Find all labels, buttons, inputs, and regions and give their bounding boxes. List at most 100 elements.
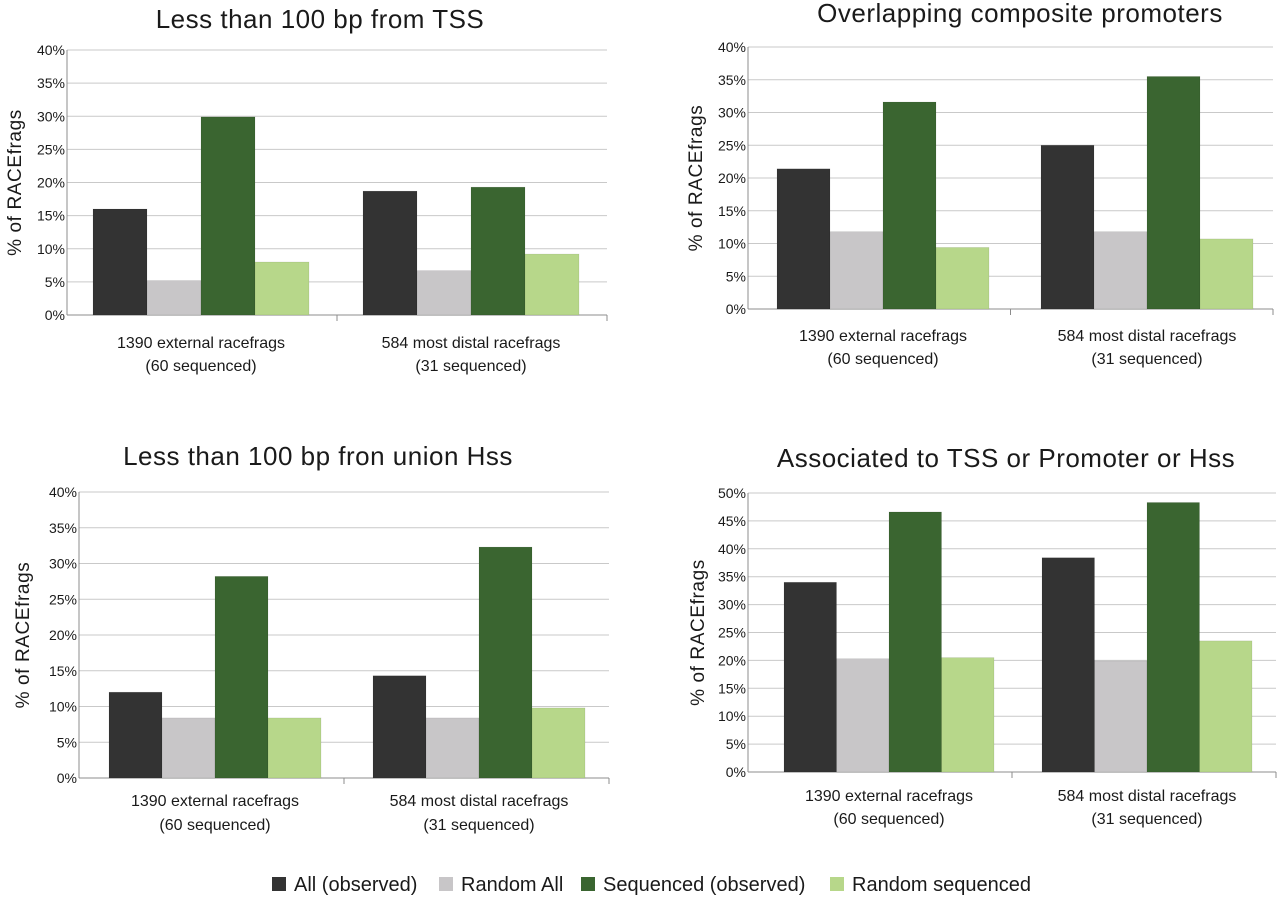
y-axis-label: % of RACEfrags bbox=[5, 109, 26, 256]
y-tick-label: 30% bbox=[49, 556, 77, 572]
y-axis-label: % of RACEfrags bbox=[688, 559, 709, 706]
bar-all-observed bbox=[1041, 557, 1095, 773]
y-tick-label: 35% bbox=[37, 75, 65, 91]
bar-sequenced-observed bbox=[888, 511, 942, 773]
bar-all-observed bbox=[776, 168, 831, 310]
category-sublabel: (60 sequenced) bbox=[145, 358, 256, 375]
y-tick-label: 40% bbox=[49, 484, 77, 500]
category-label: 1390 external racefrags bbox=[805, 788, 973, 805]
category-label: 584 most distal racefrags bbox=[1058, 788, 1237, 805]
category-sublabel: (60 sequenced) bbox=[159, 817, 270, 834]
bar-random-all bbox=[1093, 231, 1148, 310]
bar-random-all bbox=[146, 280, 202, 316]
bar-all-observed bbox=[92, 208, 148, 316]
bar-sequenced-observed bbox=[882, 101, 937, 310]
chart-less-than-100bp-fron-union-hss: 0% 5% 10% 15% 20% 25% 30% 35% 40% 1390 external r… bbox=[13, 441, 610, 834]
y-tick-label: 5% bbox=[726, 268, 746, 284]
bar-all-observed bbox=[362, 190, 418, 316]
bar-random-all bbox=[829, 231, 884, 310]
y-tick-label: 5% bbox=[57, 734, 77, 750]
bar-random-sequenced bbox=[935, 247, 990, 310]
category-sublabel: (31 sequenced) bbox=[423, 817, 534, 834]
y-tick-label: 30% bbox=[718, 597, 746, 613]
y-tick-label: 15% bbox=[718, 203, 746, 219]
y-tick-label: 10% bbox=[718, 708, 746, 724]
legend-label: All (observed) bbox=[294, 874, 417, 896]
y-tick-label: 25% bbox=[37, 141, 65, 157]
bar-sequenced-observed bbox=[1146, 502, 1200, 773]
y-tick-label: 15% bbox=[718, 680, 746, 696]
y-tick-label: 20% bbox=[718, 170, 746, 186]
legend-label: Sequenced (observed) bbox=[603, 874, 805, 896]
chart-title: Less than 100 bp fron union Hss bbox=[123, 441, 513, 471]
category-label: 584 most distal racefrags bbox=[382, 335, 561, 352]
bar-sequenced-observed bbox=[200, 116, 256, 316]
category-sublabel: (60 sequenced) bbox=[827, 351, 938, 368]
bar-sequenced-observed bbox=[470, 186, 526, 316]
chart-title: Overlapping composite promoters bbox=[817, 0, 1223, 28]
y-tick-label: 25% bbox=[718, 625, 746, 641]
y-tick-label: 40% bbox=[718, 541, 746, 557]
bar-random-sequenced bbox=[531, 707, 586, 779]
bar-all-observed bbox=[372, 675, 427, 779]
bar-sequenced-observed bbox=[214, 576, 269, 779]
y-tick-label: 40% bbox=[718, 39, 746, 55]
y-tick-label: 35% bbox=[718, 569, 746, 585]
legend: All (observed) Random All Sequenced (obser… bbox=[272, 874, 1031, 896]
y-tick-label: 10% bbox=[49, 699, 77, 715]
bar-random-sequenced bbox=[267, 717, 322, 779]
y-axis-label: % of RACEfrags bbox=[13, 562, 34, 709]
category-sublabel: (31 sequenced) bbox=[415, 358, 526, 375]
y-tick-label: 30% bbox=[718, 105, 746, 121]
chart-associated-to-tss-promoter-hss: 0% 5% 10% 15% 20% 25% 30% 35% 40% 45% 50% 1390 exte… bbox=[688, 443, 1277, 828]
legend-swatch-random-sequenced bbox=[830, 877, 844, 891]
bar-random-sequenced bbox=[254, 261, 310, 316]
y-tick-label: 20% bbox=[718, 652, 746, 668]
y-tick-label: 25% bbox=[49, 591, 77, 607]
bar-random-all bbox=[416, 270, 472, 316]
category-label: 584 most distal racefrags bbox=[390, 793, 569, 810]
y-tick-label: 10% bbox=[718, 236, 746, 252]
category-sublabel: (31 sequenced) bbox=[1091, 351, 1202, 368]
legend-swatch-sequenced-observed bbox=[581, 877, 595, 891]
y-tick-label: 10% bbox=[37, 241, 65, 257]
y-tick-label: 40% bbox=[37, 42, 65, 58]
y-tick-label: 25% bbox=[718, 137, 746, 153]
y-tick-label: 50% bbox=[718, 485, 746, 501]
bar-sequenced-observed bbox=[1146, 76, 1201, 310]
y-tick-label: 35% bbox=[718, 72, 746, 88]
y-tick-label: 5% bbox=[45, 274, 65, 290]
y-tick-label: 15% bbox=[37, 208, 65, 224]
legend-swatch-all-observed bbox=[272, 877, 286, 891]
legend-label: Random sequenced bbox=[852, 874, 1031, 896]
category-label: 1390 external racefrags bbox=[799, 328, 967, 345]
y-tick-label: 0% bbox=[57, 770, 77, 786]
category-label: 1390 external racefrags bbox=[131, 793, 299, 810]
bar-all-observed bbox=[1040, 144, 1095, 310]
bar-random-all bbox=[836, 658, 890, 773]
y-tick-label: 20% bbox=[37, 175, 65, 191]
bar-random-sequenced bbox=[1199, 640, 1253, 773]
legend-label: Random All bbox=[461, 874, 563, 896]
chart-overlapping-composite-promoters: 0% 5% 10% 15% 20% 25% 30% 35% 40% 1390 external r… bbox=[686, 0, 1274, 368]
y-tick-label: 5% bbox=[726, 736, 746, 752]
category-label: 1390 external racefrags bbox=[117, 335, 285, 352]
y-tick-label: 35% bbox=[49, 520, 77, 536]
y-tick-label: 20% bbox=[49, 627, 77, 643]
bar-all-observed bbox=[108, 691, 163, 779]
y-tick-label: 0% bbox=[45, 307, 65, 323]
chart-title: Less than 100 bp from TSS bbox=[156, 4, 485, 34]
bar-random-all bbox=[161, 717, 216, 779]
category-label: 584 most distal racefrags bbox=[1058, 328, 1237, 345]
bar-random-all bbox=[425, 717, 480, 779]
bar-random-sequenced bbox=[524, 253, 580, 316]
y-tick-label: 15% bbox=[49, 663, 77, 679]
bar-random-sequenced bbox=[1199, 238, 1254, 310]
y-axis-label: % of RACEfrags bbox=[686, 105, 707, 252]
category-sublabel: (31 sequenced) bbox=[1091, 811, 1202, 828]
legend-swatch-random-all bbox=[439, 877, 453, 891]
chart-title: Associated to TSS or Promoter or Hss bbox=[777, 443, 1235, 473]
bar-all-observed bbox=[783, 581, 837, 773]
y-tick-label: 30% bbox=[37, 108, 65, 124]
